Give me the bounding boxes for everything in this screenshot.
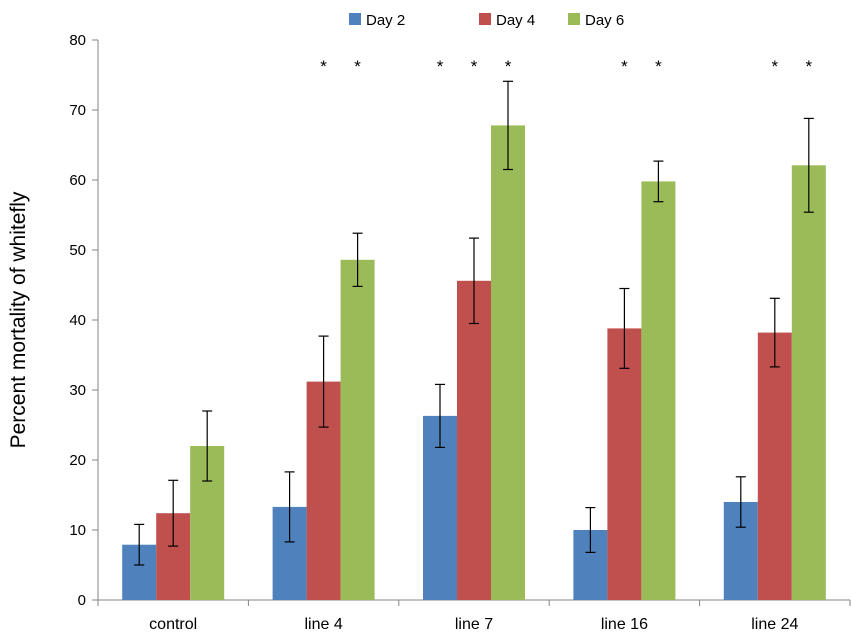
y-tick-label: 0 (78, 592, 86, 609)
bar (340, 259, 375, 600)
y-tick-label: 40 (69, 312, 86, 329)
bar (457, 280, 491, 600)
y-tick-label: 50 (69, 242, 86, 259)
y-axis: 0 10 20 30 40 50 60 70 80 (69, 32, 99, 609)
legend-swatch (479, 13, 491, 25)
y-tick-label: 20 (69, 452, 86, 469)
significance-marker: * (505, 57, 512, 76)
x-tick-label: line 4 (304, 616, 342, 633)
significance-marker: * (437, 57, 444, 76)
legend-swatch (568, 13, 580, 25)
x-tick-label: line 24 (751, 616, 798, 633)
bars (122, 125, 826, 601)
legend-label: Day 2 (366, 12, 405, 29)
legend: Day 2 Day 4 Day 6 (349, 12, 624, 29)
y-tick-label: 80 (69, 32, 86, 49)
y-tick-label: 30 (69, 382, 86, 399)
y-tick-label: 60 (69, 172, 86, 189)
x-axis: control line 4 line 7 line 16 line 24 (97, 599, 851, 633)
significance-marker: * (471, 57, 478, 76)
bar (791, 165, 826, 601)
y-axis-label: Percent mortality of whitefly (7, 191, 30, 448)
bar (641, 181, 676, 600)
significance-marker: * (354, 57, 361, 76)
bar (757, 332, 792, 600)
significance-marker: * (805, 57, 812, 76)
y-tick-label: 70 (69, 102, 86, 119)
significance-marker: * (621, 57, 628, 76)
significance-marker: * (320, 57, 327, 76)
x-tick-label: line 7 (455, 616, 493, 633)
legend-swatch (349, 13, 361, 25)
significance-marker: * (655, 57, 662, 76)
legend-label: Day 6 (585, 12, 624, 29)
y-tick-label: 10 (69, 522, 86, 539)
x-tick-label: control (149, 616, 197, 633)
error-bars (134, 80, 814, 566)
x-tick-label: line 16 (601, 616, 648, 633)
significance-marker: * (771, 57, 778, 76)
bar (607, 328, 642, 600)
bar (491, 125, 525, 601)
significance-markers: * * * * * * * * * (320, 57, 812, 76)
legend-label: Day 4 (496, 12, 535, 29)
